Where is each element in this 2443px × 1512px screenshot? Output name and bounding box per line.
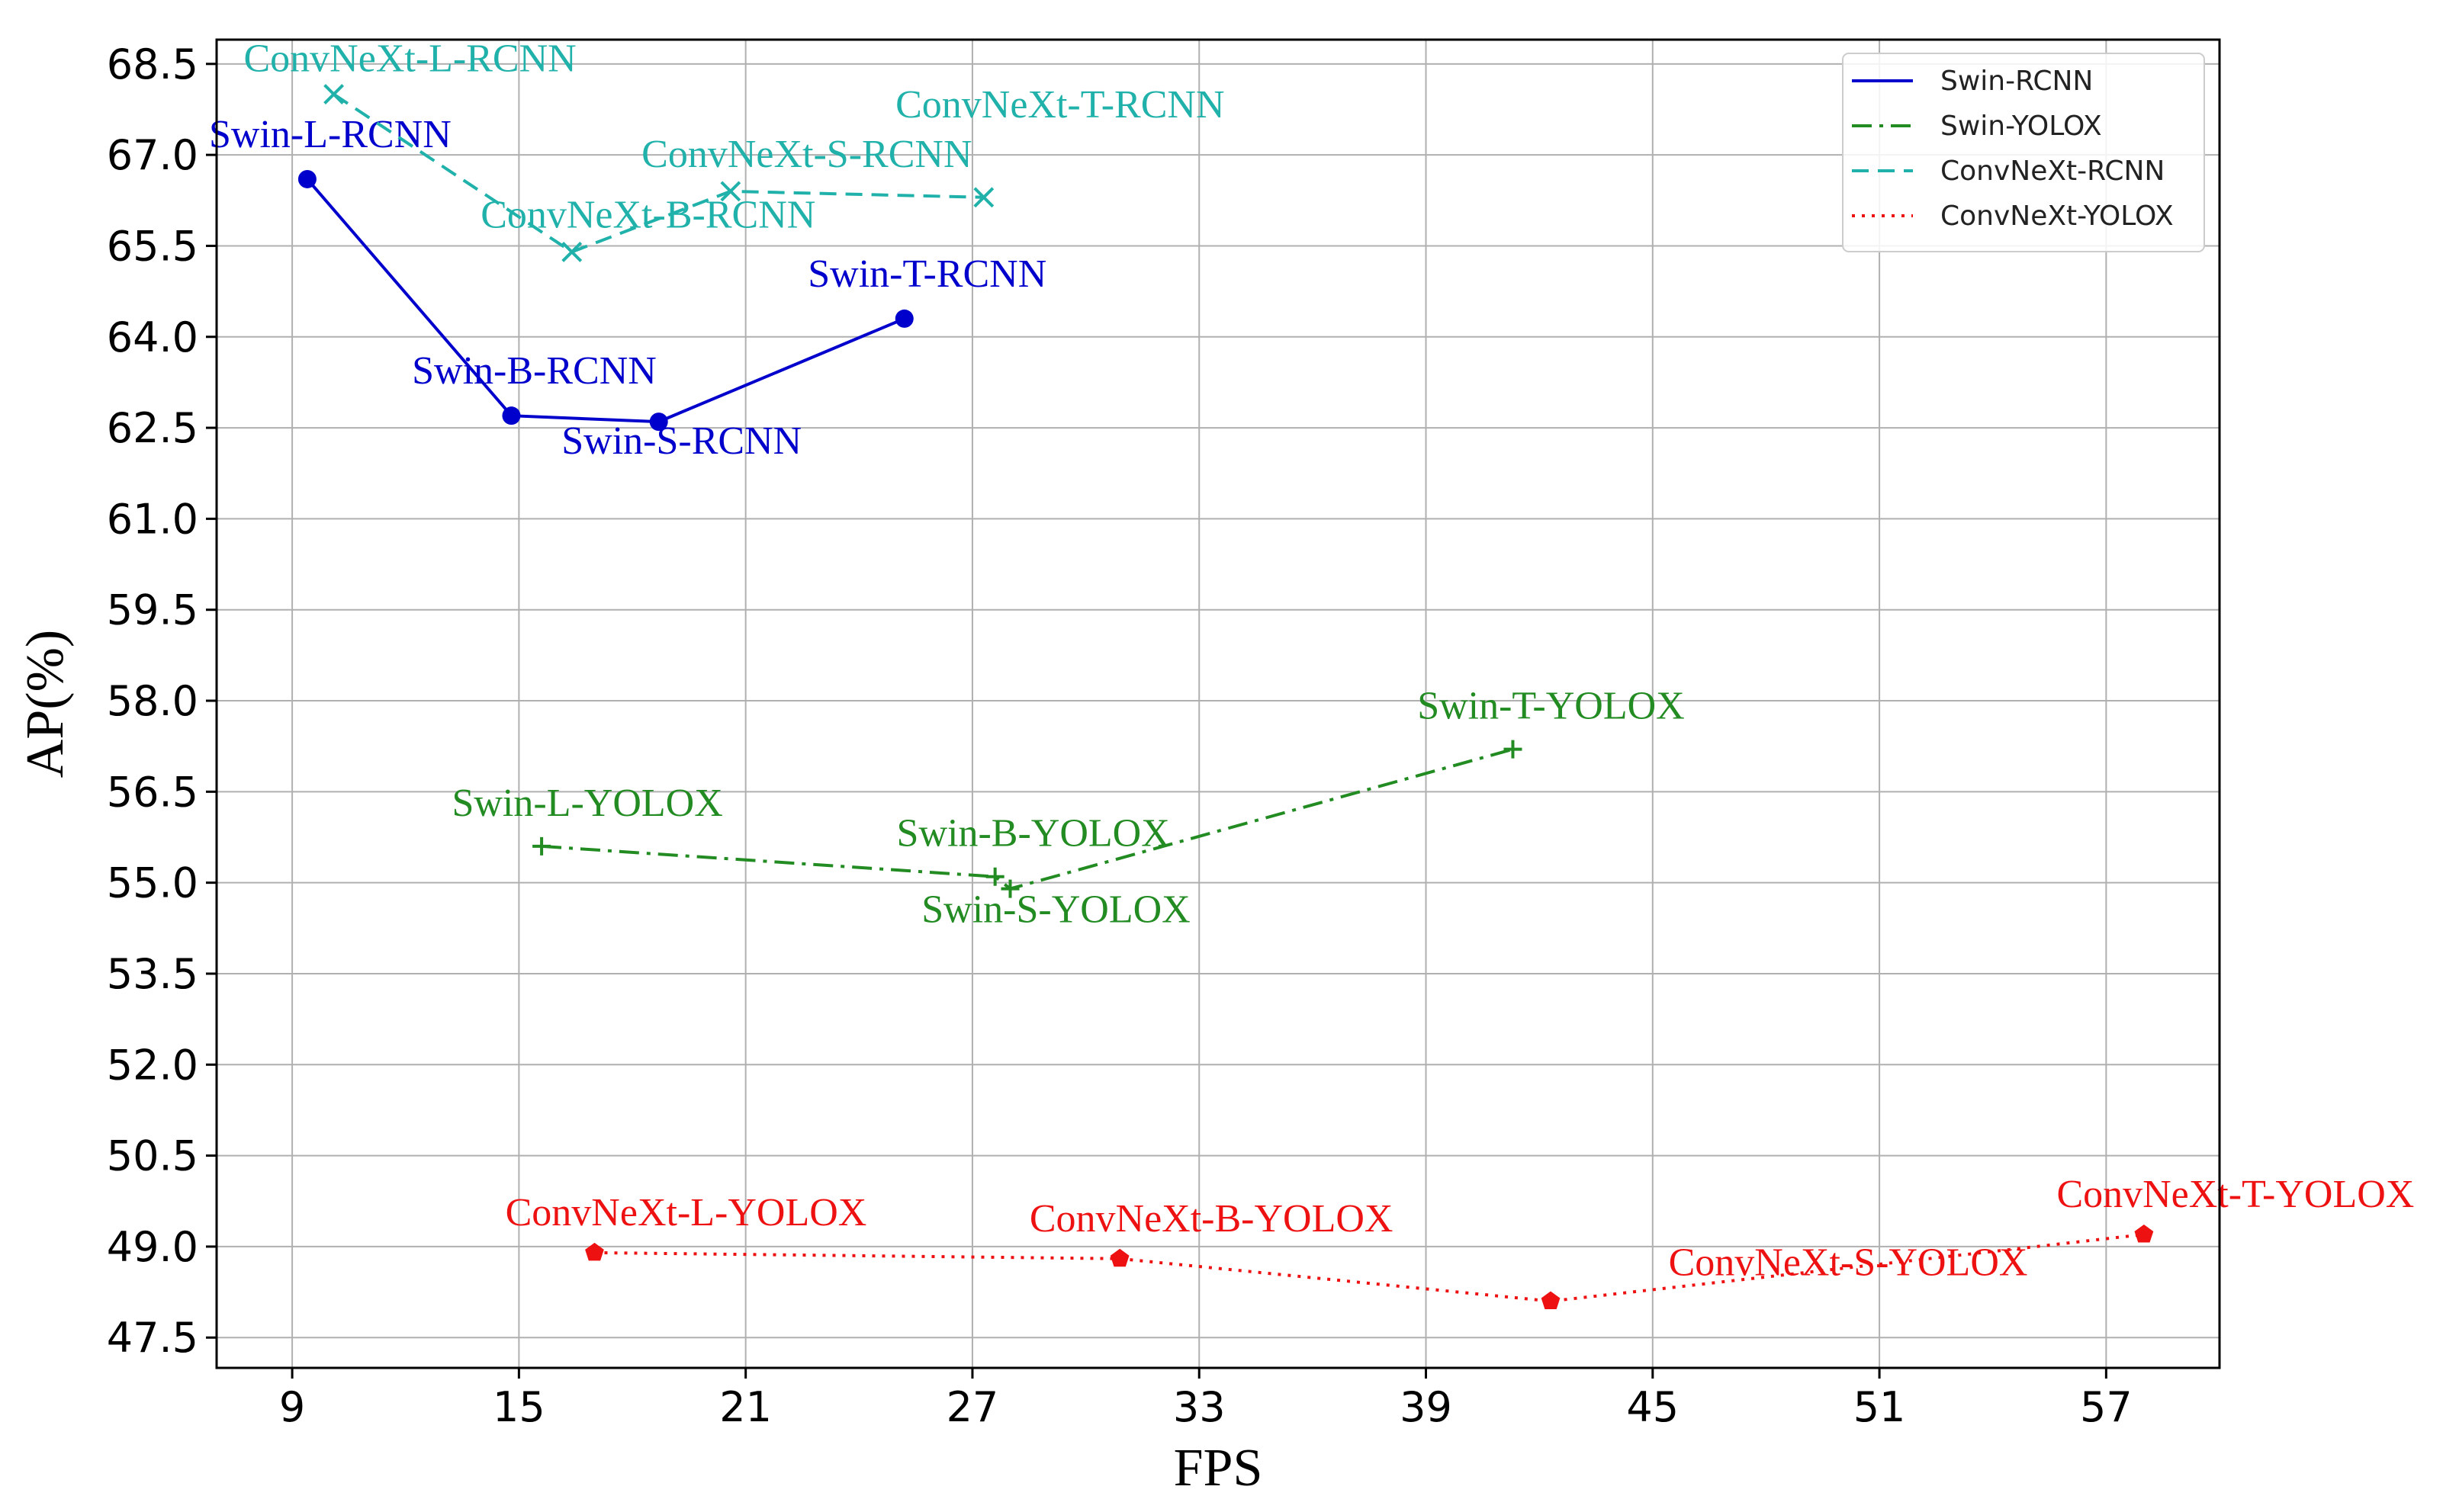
data-point <box>1541 1291 1561 1309</box>
y-tick-label: 53.5 <box>107 950 198 998</box>
point-label: Swin-T-YOLOX <box>1417 685 1685 728</box>
plot-background <box>217 40 2220 1368</box>
y-tick-label: 58.0 <box>107 677 198 725</box>
y-tick-label: 52.0 <box>107 1041 198 1089</box>
point-label: ConvNeXt-B-RCNN <box>481 193 815 236</box>
point-label: ConvNeXt-L-RCNN <box>244 37 577 81</box>
data-point <box>895 309 914 328</box>
data-point <box>1110 1248 1130 1267</box>
y-tick-label: 62.5 <box>107 404 198 452</box>
y-tick-label: 64.0 <box>107 313 198 361</box>
y-tick-label: 50.5 <box>107 1132 198 1180</box>
y-axis-title: AP(%) <box>16 630 75 778</box>
y-tick-label: 59.5 <box>107 586 198 634</box>
x-axis-title: FPS <box>1174 1439 1263 1498</box>
x-tick-label: 57 <box>2080 1383 2133 1431</box>
point-label: Swin-L-YOLOX <box>452 782 722 825</box>
x-tick-label: 45 <box>1626 1383 1679 1431</box>
point-label: ConvNeXt-L-YOLOX <box>506 1191 867 1234</box>
data-point <box>1503 740 1522 759</box>
data-point <box>1001 879 1020 898</box>
y-tick-label: 61.0 <box>107 495 198 543</box>
x-tick-label: 27 <box>947 1383 999 1431</box>
data-point <box>532 836 551 856</box>
y-tick-label: 68.5 <box>107 40 198 88</box>
series-convnext-yolox: ConvNeXt-L-YOLOX ConvNeXt-B-YOLOX ConvNeXt… <box>506 1173 2414 1309</box>
point-label: ConvNeXt-S-YOLOX <box>1669 1241 2028 1285</box>
point-label: Swin-T-RCNN <box>808 252 1046 296</box>
data-point <box>2134 1225 2154 1243</box>
point-label: Swin-L-RCNN <box>209 113 452 156</box>
point-label: ConvNeXt-T-RCNN <box>895 83 1224 127</box>
x-tick-label: 21 <box>719 1383 772 1431</box>
data-point <box>973 187 995 208</box>
point-label: Swin-S-YOLOX <box>921 888 1190 932</box>
series-line <box>306 178 905 424</box>
legend-label: ConvNeXt-YOLOX <box>1940 201 2174 232</box>
x-tick-label: 51 <box>1853 1383 1906 1431</box>
data-point <box>985 867 1005 886</box>
x-tick-label: 9 <box>279 1383 305 1431</box>
data-point <box>561 241 583 262</box>
point-label: Swin-S-RCNN <box>561 419 802 463</box>
x-tick-label: 39 <box>1400 1383 1452 1431</box>
legend-box <box>1842 53 2205 252</box>
legend-label: Swin-YOLOX <box>1940 111 2102 142</box>
y-tick-label: 67.0 <box>107 131 198 179</box>
data-point <box>502 406 521 425</box>
y-tick-label: 49.0 <box>107 1223 198 1271</box>
grid <box>217 40 2220 1368</box>
legend: Swin-RCNN Swin-YOLOX ConvNeXt-RCNN ConvNeXt… <box>1842 53 2205 252</box>
point-label: ConvNeXt-B-YOLOX <box>1030 1197 1393 1241</box>
point-label: Swin-B-YOLOX <box>897 812 1170 856</box>
data-point <box>720 181 741 202</box>
plot-frame <box>215 38 2221 1369</box>
series-convnext-rcnn: ConvNeXt-L-RCNN ConvNeXt-B-RCNN ConvNeXt-S… <box>244 37 1225 262</box>
data-point <box>649 413 668 432</box>
ticks: 9 15 21 27 33 39 45 51 57 47.5 49.0 50.5 52.0 53.5 55.… <box>107 40 2133 1431</box>
y-tick-label: 65.5 <box>107 222 198 270</box>
y-tick-label: 55.0 <box>107 859 198 907</box>
legend-label: ConvNeXt-RCNN <box>1940 156 2165 187</box>
x-tick-label: 33 <box>1173 1383 1226 1431</box>
series-swin-yolox: Swin-L-YOLOX Swin-B-YOLOX Swin-S-YOLOX Swin… <box>452 685 1684 932</box>
y-tick-label: 47.5 <box>107 1314 198 1362</box>
data-point <box>323 84 345 105</box>
legend-label: Swin-RCNN <box>1940 66 2093 97</box>
y-tick-label: 56.5 <box>107 768 198 816</box>
point-label: ConvNeXt-T-YOLOX <box>2056 1173 2414 1216</box>
series-layer: Swin-L-RCNN Swin-B-RCNN Swin-S-RCNN Swin-T-… <box>209 37 2414 1309</box>
data-point <box>585 1242 604 1261</box>
point-label: Swin-B-RCNN <box>412 349 657 393</box>
series-swin-rcnn: Swin-L-RCNN Swin-B-RCNN Swin-S-RCNN Swin-T-… <box>209 113 1046 463</box>
series-line <box>333 92 984 254</box>
data-point <box>297 169 317 188</box>
point-label: ConvNeXt-S-RCNN <box>641 133 972 176</box>
x-tick-label: 15 <box>493 1383 545 1431</box>
